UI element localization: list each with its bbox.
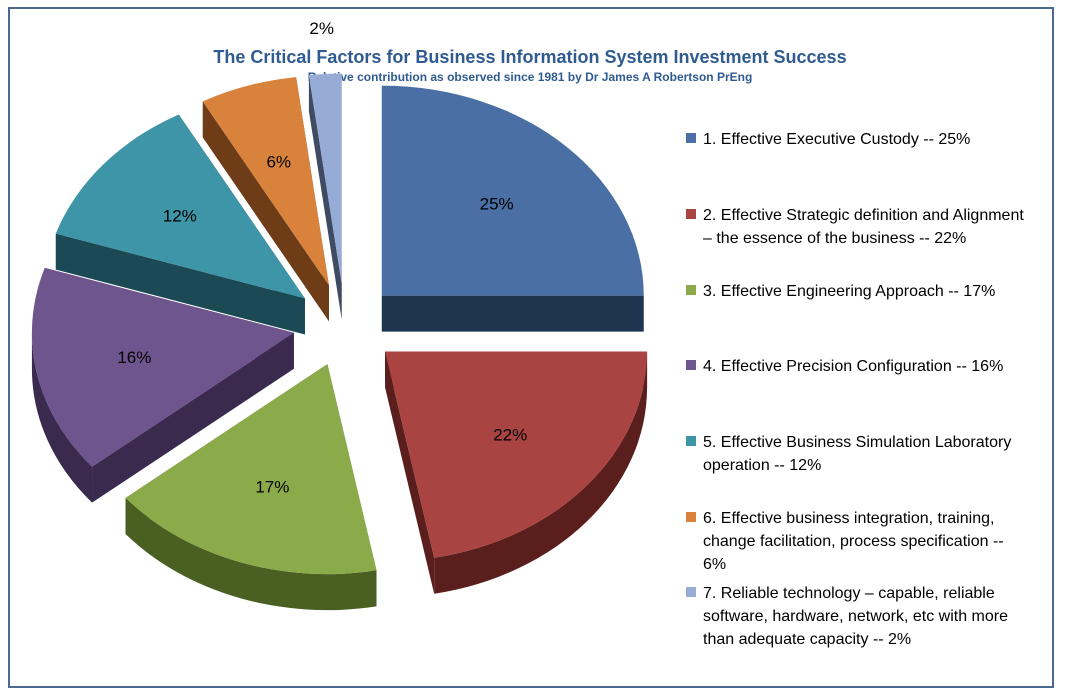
data-label-7: 2% — [309, 19, 334, 38]
pie-slice-6-wall-1 — [202, 101, 329, 322]
data-label-2: 22% — [493, 426, 527, 445]
pie-slice-4-top — [31, 267, 294, 467]
legend-label-6: 6. Effective business integration, train… — [703, 510, 1004, 573]
legend-item-7: 7. Reliable technology – capable, reliab… — [686, 582, 1026, 651]
pie-slice-7-top — [308, 73, 342, 284]
pie-slice-4-wall-1 — [92, 332, 294, 503]
pie-slice-6-top — [202, 77, 329, 286]
legend-label-4: 4. Effective Precision Configuration -- … — [703, 358, 1004, 375]
pie-slice-1 — [381, 85, 644, 332]
data-label-4: 16% — [117, 348, 151, 367]
pie-slice-7-wall-1 — [308, 75, 342, 320]
legend-swatch-6 — [686, 512, 696, 522]
pie-slice-2-rim — [434, 351, 648, 594]
pie-slice-5-top — [55, 114, 305, 299]
data-label-1: 25% — [480, 195, 514, 214]
pie-slice-2-top — [385, 351, 648, 558]
pie-slice-4-rim — [31, 332, 93, 503]
legend-label-5: 5. Effective Business Simulation Laborat… — [703, 434, 1012, 474]
legend-swatch-3 — [686, 285, 696, 295]
legend-item-6: 6. Effective business integration, train… — [686, 507, 1026, 576]
legend-label-3: 3. Effective Engineering Approach -- 17% — [703, 283, 996, 300]
chart-subtitle: Relative contribution as observed since … — [307, 70, 753, 84]
data-label-3: 17% — [255, 478, 289, 497]
legend-item-4: 4. Effective Precision Configuration -- … — [686, 355, 1026, 378]
pie-slice-3-rim — [125, 497, 377, 611]
pie-slice-1-wall-2 — [381, 295, 644, 332]
pie-slice-4 — [31, 267, 294, 503]
legend-label-2: 2. Effective Strategic definition and Al… — [703, 207, 1024, 247]
legend-label-1: 1. Effective Executive Custody -- 25% — [703, 131, 971, 148]
legend-item-2: 2. Effective Strategic definition and Al… — [686, 204, 1026, 250]
pie-slice-2-wall-2 — [385, 351, 435, 594]
legend-swatch-5 — [686, 436, 696, 446]
pie-slice-3 — [125, 364, 377, 611]
data-label-6: 6% — [266, 153, 291, 172]
legend-item-1: 1. Effective Executive Custody -- 25% — [686, 128, 1026, 151]
pie-slice-1-top — [381, 85, 644, 296]
pie-slice-2 — [385, 351, 648, 594]
legend-swatch-4 — [686, 360, 696, 370]
chart-title: The Critical Factors for Business Inform… — [213, 47, 847, 67]
pie-slice-7 — [308, 73, 342, 320]
legend-label-7: 7. Reliable technology – capable, reliab… — [703, 585, 1009, 648]
legend-item-3: 3. Effective Engineering Approach -- 17% — [686, 280, 1026, 303]
legend-swatch-1 — [686, 133, 696, 143]
legend-swatch-2 — [686, 209, 696, 219]
pie-slice-3-top — [125, 364, 377, 575]
pie-slice-6 — [202, 77, 329, 322]
legend-item-5: 5. Effective Business Simulation Laborat… — [686, 431, 1026, 477]
pie-slice-5 — [55, 114, 305, 335]
data-label-5: 12% — [163, 206, 197, 225]
pie-slice-5-wall-1 — [55, 233, 305, 335]
legend-swatch-7 — [686, 587, 696, 597]
